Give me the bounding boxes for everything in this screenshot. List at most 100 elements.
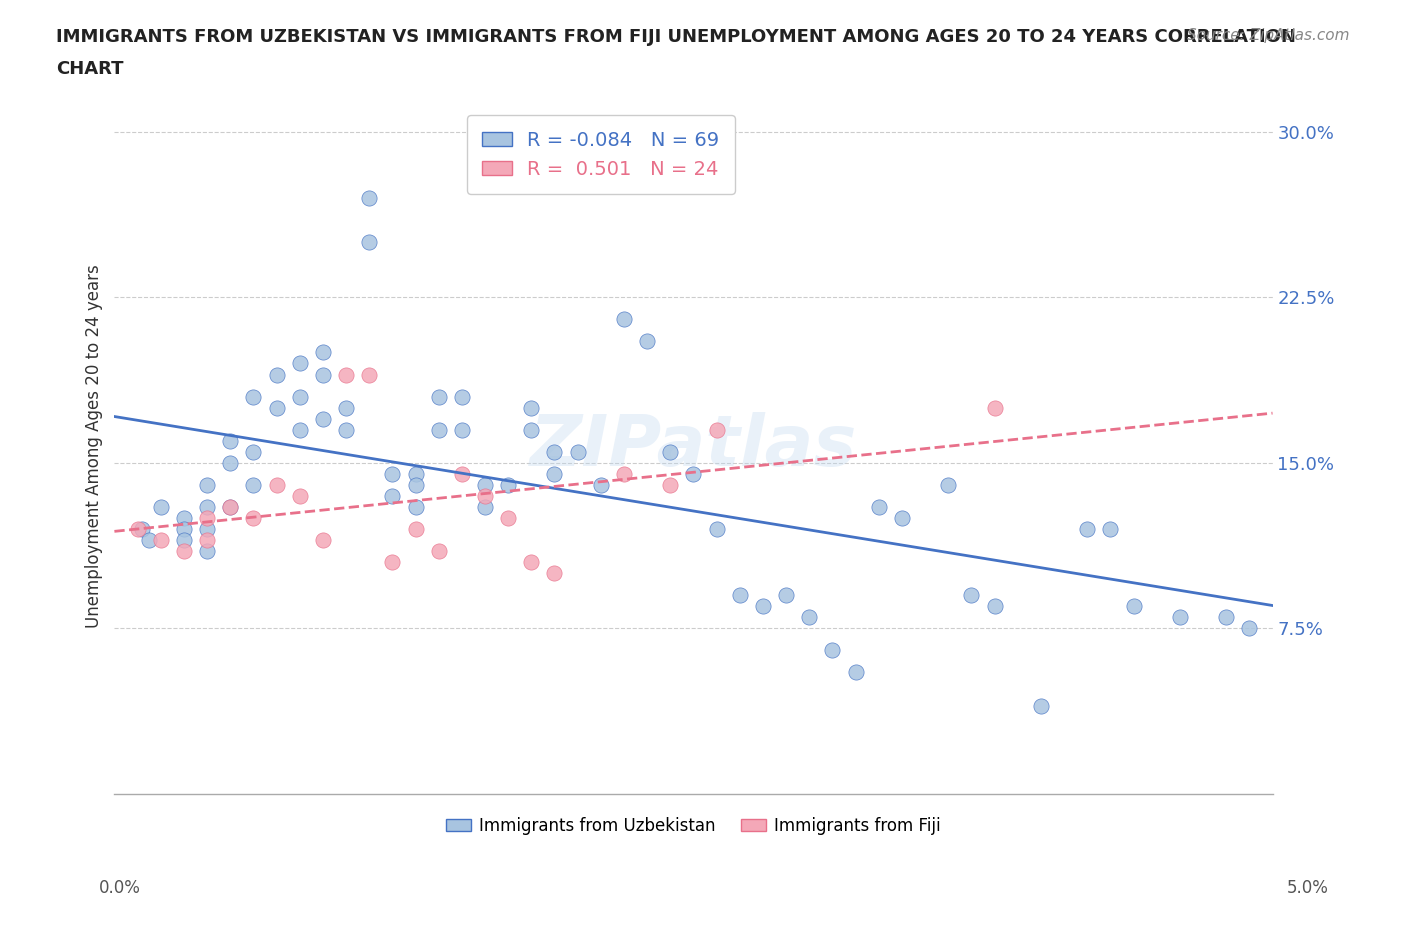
Point [775, 588, 797, 603]
Point [312, 367, 335, 382]
Text: 5.0%: 5.0% [1286, 879, 1329, 897]
Point [335, 367, 357, 382]
Point [520, 422, 543, 437]
Point [589, 477, 612, 492]
Point [543, 466, 565, 481]
Y-axis label: Unemployment Among Ages 20 to 24 years: Unemployment Among Ages 20 to 24 years [86, 264, 103, 628]
Point [195, 522, 218, 537]
Point [242, 445, 264, 459]
Point [127, 522, 149, 537]
Point [138, 533, 160, 548]
Point [799, 610, 821, 625]
Point [474, 499, 496, 514]
Point [450, 466, 472, 481]
Point [288, 389, 311, 404]
Point [335, 400, 357, 415]
Point [288, 488, 311, 503]
Point [682, 466, 704, 481]
Point [1099, 522, 1122, 537]
Point [173, 522, 195, 537]
Point [195, 477, 218, 492]
Point [359, 367, 381, 382]
Point [242, 477, 264, 492]
Point [520, 400, 543, 415]
Text: IMMIGRANTS FROM UZBEKISTAN VS IMMIGRANTS FROM FIJI UNEMPLOYMENT AMONG AGES 20 TO: IMMIGRANTS FROM UZBEKISTAN VS IMMIGRANTS… [56, 28, 1296, 46]
Point [312, 411, 335, 426]
Point [845, 665, 868, 680]
Point [195, 499, 218, 514]
Point [543, 445, 565, 459]
Point [520, 554, 543, 569]
Point [195, 533, 218, 548]
Point [405, 522, 427, 537]
Point [659, 477, 682, 492]
Point [1215, 610, 1237, 625]
Point [266, 477, 288, 492]
Point [752, 599, 775, 614]
Point [405, 499, 427, 514]
Point [706, 522, 728, 537]
Point [474, 488, 496, 503]
Point [219, 456, 242, 471]
Point [219, 499, 242, 514]
Point [1122, 599, 1144, 614]
Point [983, 400, 1005, 415]
Text: CHART: CHART [56, 60, 124, 78]
Point [149, 499, 172, 514]
Point [381, 466, 404, 481]
Point [427, 544, 450, 559]
Point [266, 400, 288, 415]
Point [983, 599, 1005, 614]
Legend: Immigrants from Uzbekistan, Immigrants from Fiji: Immigrants from Uzbekistan, Immigrants f… [433, 804, 955, 848]
Point [496, 477, 519, 492]
Point [613, 312, 636, 326]
Point [821, 643, 844, 658]
Point [636, 334, 658, 349]
Point [543, 565, 565, 580]
Point [173, 511, 195, 525]
Point [131, 522, 153, 537]
Point [427, 422, 450, 437]
Point [242, 511, 264, 525]
Point [450, 389, 472, 404]
Point [728, 588, 751, 603]
Point [1076, 522, 1098, 537]
Point [173, 544, 195, 559]
Point [219, 433, 242, 448]
Point [960, 588, 983, 603]
Point [195, 511, 218, 525]
Point [427, 389, 450, 404]
Point [936, 477, 959, 492]
Point [149, 533, 172, 548]
Point [242, 389, 264, 404]
Point [173, 533, 195, 548]
Point [359, 234, 381, 249]
Text: Source: ZipAtlas.com: Source: ZipAtlas.com [1187, 28, 1350, 43]
Point [359, 191, 381, 206]
Text: ZIPatlas: ZIPatlas [530, 412, 858, 481]
Point [1168, 610, 1191, 625]
Point [890, 511, 912, 525]
Point [381, 554, 404, 569]
Point [288, 356, 311, 371]
Point [567, 445, 589, 459]
Point [868, 499, 890, 514]
Point [381, 488, 404, 503]
Point [405, 477, 427, 492]
Point [195, 544, 218, 559]
Point [335, 422, 357, 437]
Point [312, 533, 335, 548]
Point [288, 422, 311, 437]
Point [405, 466, 427, 481]
Point [1239, 621, 1261, 636]
Point [613, 466, 636, 481]
Point [1029, 698, 1052, 713]
Point [266, 367, 288, 382]
Point [474, 477, 496, 492]
Point [450, 422, 472, 437]
Point [496, 511, 519, 525]
Point [659, 445, 682, 459]
Point [312, 345, 335, 360]
Point [706, 422, 728, 437]
Point [219, 499, 242, 514]
